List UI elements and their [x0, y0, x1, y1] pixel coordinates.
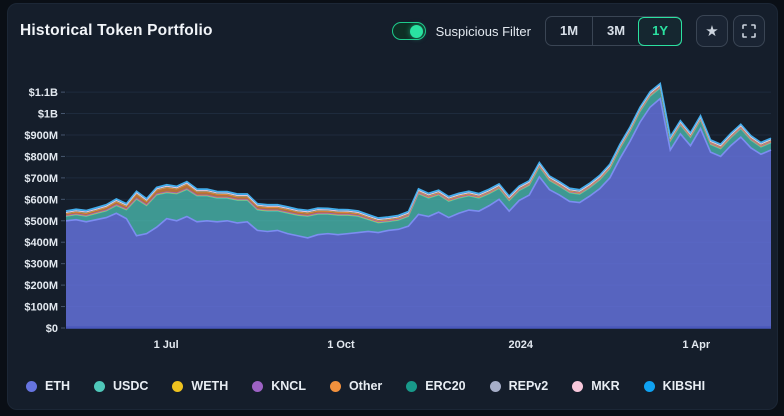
x-axis-label: 1 Jul	[154, 339, 179, 351]
legend-item-erc20[interactable]: ERC20	[406, 379, 466, 393]
range-button-1y[interactable]: 1Y	[638, 16, 682, 46]
y-axis-label: $300M	[24, 259, 58, 271]
y-axis-label: $500M	[24, 216, 58, 228]
suspicious-filter-label: Suspicious Filter	[435, 23, 531, 39]
legend-item-mkr[interactable]: MKR	[572, 379, 620, 393]
range-button-3m[interactable]: 3M	[592, 17, 639, 45]
x-axis-label: 2024	[508, 339, 533, 351]
legend-color-dot	[26, 380, 37, 392]
legend-label: USDC	[113, 379, 149, 393]
legend-label: KIBSHI	[662, 379, 706, 393]
suspicious-filter-toggle[interactable]	[391, 22, 426, 40]
x-axis-label: 1 Apr	[682, 339, 710, 351]
favorite-button[interactable]: ★	[696, 15, 728, 47]
legend-item-kibshi[interactable]: KIBSHI	[643, 379, 706, 393]
y-axis-label: $900M	[24, 130, 58, 142]
y-axis-label: $1B	[38, 109, 58, 121]
y-axis-label: $400M	[24, 237, 58, 249]
legend-color-dot	[329, 380, 341, 392]
legend-item-usdc[interactable]: USDC	[94, 379, 148, 393]
legend-item-kncl[interactable]: KNCL	[252, 379, 306, 393]
edge-eth	[65, 97, 772, 239]
legend-item-weth[interactable]: WETH	[172, 379, 228, 393]
header-icon-buttons: ★	[696, 15, 765, 47]
card-header: Historical Token Portfolio Suspicious Fi…	[8, 4, 777, 58]
legend-item-other[interactable]: Other	[329, 379, 383, 393]
legend-label: WETH	[191, 379, 229, 393]
legend-label: ERC20	[425, 379, 466, 393]
legend-label: MKR	[591, 379, 620, 393]
legend-color-dot	[489, 380, 501, 392]
area-eth	[66, 98, 771, 328]
legend-item-repv2[interactable]: REPv2	[489, 379, 549, 393]
time-range-selector: 1M 3M 1Y	[544, 16, 682, 46]
legend-color-dot	[406, 380, 418, 392]
y-axis-label: $800M	[24, 151, 58, 163]
y-axis-label: $700M	[24, 173, 58, 185]
legend-color-dot	[252, 380, 264, 392]
edge-kncl	[65, 86, 772, 223]
y-axis-label: $1.1B	[29, 87, 58, 99]
y-axis-label: $200M	[24, 280, 58, 292]
legend-color-dot	[643, 380, 655, 392]
legend-label: REPv2	[508, 379, 549, 393]
header-controls: Suspicious Filter 1M 3M 1Y ★	[391, 15, 765, 47]
star-icon: ★	[705, 22, 719, 40]
suspicious-filter-control: Suspicious Filter	[391, 22, 531, 40]
chart-legend: ETH USDC WETH KNCL Other ERC20 REPv2 MKR KIBSHI	[8, 358, 777, 404]
page-title: Historical Token Portfolio	[20, 22, 213, 39]
edge-kibshi	[65, 82, 772, 219]
portfolio-card: Historical Token Portfolio Suspicious Fi…	[7, 3, 778, 410]
y-axis-label: $0	[46, 323, 58, 335]
legend-label: ETH	[45, 379, 70, 393]
y-axis-label: $100M	[24, 302, 58, 314]
legend-label: Other	[348, 379, 383, 393]
chart-area: $1.1B $1B $900M $800M $700M $600M $500M $400M $3…	[8, 58, 777, 358]
y-axis-label: $600M	[24, 194, 58, 206]
legend-color-dot	[572, 380, 584, 392]
legend-color-dot	[172, 380, 184, 392]
portfolio-stacked-area-chart[interactable]: $1.1B $1B $900M $800M $700M $600M $500M $400M $3…	[8, 58, 778, 358]
legend-color-dot	[94, 380, 105, 392]
fullscreen-icon	[742, 24, 756, 38]
legend-label: KNCL	[271, 379, 306, 393]
fullscreen-button[interactable]	[733, 15, 765, 47]
range-button-1m[interactable]: 1M	[546, 17, 592, 45]
x-axis-label: 1 Oct	[327, 339, 355, 351]
toggle-knob	[410, 24, 424, 38]
legend-item-eth[interactable]: ETH	[26, 379, 70, 393]
